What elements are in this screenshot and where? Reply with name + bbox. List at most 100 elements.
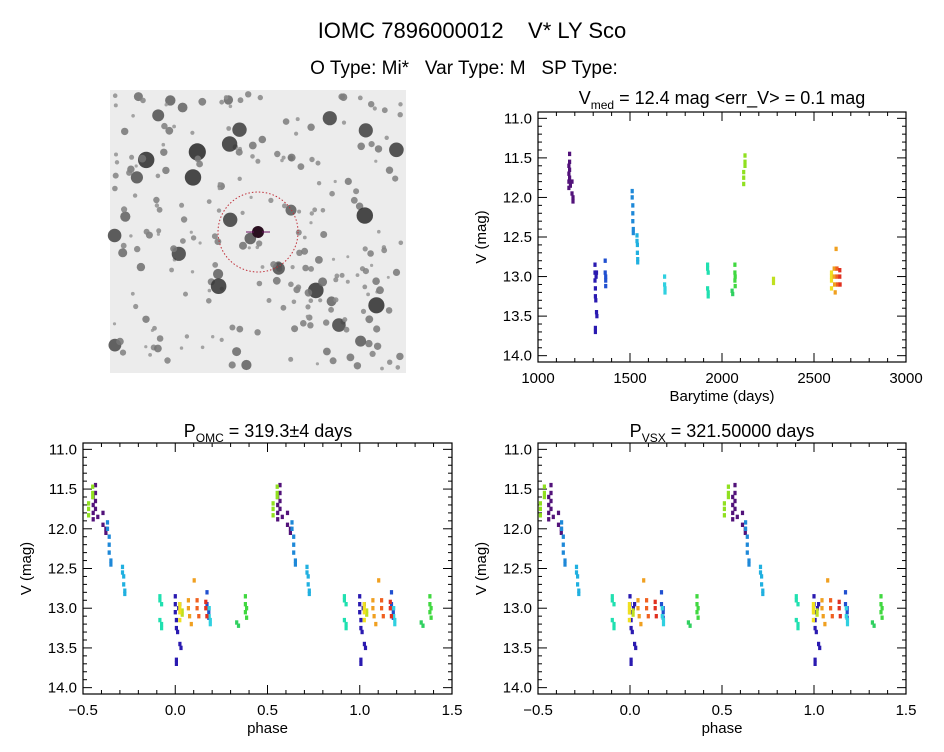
- data-point: [547, 510, 551, 516]
- star: [308, 298, 314, 304]
- data-point: [733, 262, 737, 267]
- data-point: [814, 629, 818, 635]
- data-point: [389, 590, 394, 595]
- star: [112, 322, 117, 326]
- star: [131, 114, 135, 118]
- data-point: [87, 501, 91, 506]
- data-point: [192, 578, 196, 583]
- data-point: [826, 578, 830, 583]
- x-tick-label: 1.0: [804, 702, 825, 719]
- x-axis-label: phase: [247, 720, 288, 737]
- data-point: [636, 257, 640, 262]
- data-point: [660, 614, 664, 619]
- data-point: [568, 159, 572, 164]
- star: [213, 268, 224, 280]
- star: [389, 142, 404, 158]
- data-point: [87, 506, 91, 512]
- data-point: [173, 594, 177, 599]
- star: [272, 276, 281, 285]
- data-point: [845, 621, 850, 627]
- star: [357, 142, 366, 151]
- data-point: [93, 506, 98, 512]
- x-tick-label: 1500: [613, 370, 646, 387]
- star: [154, 203, 160, 208]
- star: [112, 172, 119, 179]
- data-point: [815, 606, 819, 611]
- data-point: [642, 578, 646, 583]
- data-point: [695, 594, 699, 599]
- data-point: [604, 274, 608, 279]
- data-point: [659, 602, 664, 607]
- data-point: [603, 258, 607, 263]
- data-point: [744, 526, 748, 531]
- star: [307, 322, 314, 329]
- data-point: [276, 510, 280, 516]
- x-tick-label: −0.5: [68, 702, 98, 719]
- star: [140, 97, 146, 104]
- star: [296, 249, 303, 256]
- star: [130, 171, 143, 184]
- light-curve-chart: Vmed = 12.4 mag <err_V> = 0.1 mag 11.0 11…: [473, 88, 923, 405]
- star: [156, 232, 160, 236]
- data-point: [392, 606, 396, 611]
- data-point: [243, 610, 247, 615]
- data-point: [726, 490, 730, 496]
- data-point: [123, 591, 127, 597]
- data-point: [307, 588, 311, 593]
- data-point: [158, 594, 162, 599]
- star: [198, 97, 207, 106]
- data-point: [101, 522, 105, 527]
- data-point: [186, 598, 190, 603]
- star: [241, 359, 252, 371]
- y-tick-label: 14.0: [48, 680, 77, 697]
- data-point: [576, 574, 580, 579]
- data-point: [758, 570, 763, 575]
- star: [318, 298, 323, 303]
- data-point: [178, 606, 182, 611]
- star: [356, 207, 373, 224]
- star: [270, 261, 277, 268]
- star: [190, 235, 197, 241]
- star: [331, 257, 336, 261]
- star: [297, 209, 302, 214]
- y-tick-label: 11.0: [504, 110, 532, 127]
- data-point: [392, 614, 396, 619]
- data-point: [834, 246, 838, 252]
- data-point: [794, 617, 798, 623]
- data-point: [663, 274, 667, 279]
- star: [206, 298, 212, 304]
- star: [350, 196, 358, 204]
- data-point: [742, 175, 746, 180]
- data-point: [207, 610, 211, 615]
- data-point: [381, 614, 385, 619]
- star: [282, 118, 290, 125]
- star: [302, 264, 309, 272]
- star: [156, 228, 162, 234]
- star: [247, 246, 251, 250]
- star: [374, 145, 383, 153]
- data-point: [731, 510, 735, 516]
- data-point: [833, 290, 837, 295]
- star: [280, 304, 287, 311]
- data-point: [380, 598, 384, 603]
- data-point: [733, 278, 737, 283]
- data-point: [629, 625, 633, 631]
- data-point: [813, 657, 817, 662]
- data-point: [743, 153, 747, 158]
- data-point: [122, 582, 126, 587]
- star: [322, 111, 337, 126]
- data-point: [629, 657, 633, 662]
- star: [345, 279, 350, 284]
- data-point: [594, 274, 598, 279]
- data-point: [560, 520, 564, 525]
- star: [126, 169, 133, 176]
- data-point: [429, 606, 433, 611]
- star: [236, 325, 244, 333]
- data-point: [173, 602, 177, 607]
- star: [281, 155, 286, 160]
- star: [372, 277, 380, 286]
- plot-frame: [537, 111, 907, 363]
- data-point: [362, 602, 366, 607]
- star: [114, 160, 120, 165]
- star: [132, 193, 138, 198]
